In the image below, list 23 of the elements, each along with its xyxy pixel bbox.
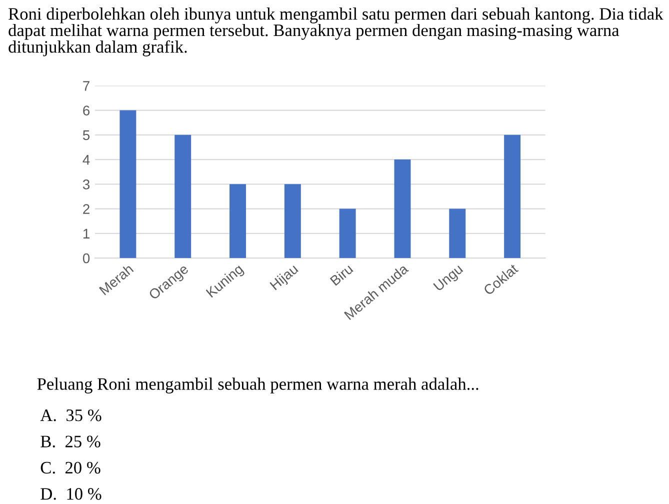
text: B. 25 % bbox=[40, 436, 100, 448]
y-tick-label: 2 bbox=[83, 204, 90, 214]
text: C. 20 % bbox=[40, 462, 100, 474]
bar bbox=[120, 110, 136, 258]
text: D. 10 % bbox=[40, 488, 102, 500]
bar bbox=[394, 160, 411, 258]
y-tick-label: 7 bbox=[83, 81, 90, 91]
bar bbox=[174, 134, 192, 258]
bar bbox=[339, 208, 356, 258]
bar bbox=[449, 208, 466, 258]
y-tick-label: 3 bbox=[82, 180, 90, 190]
bar bbox=[284, 184, 301, 258]
bar bbox=[230, 184, 246, 258]
y-tick-label: 5 bbox=[82, 130, 90, 140]
y-tick-label: 6 bbox=[83, 106, 90, 116]
bar bbox=[504, 134, 521, 258]
y-tick-label: 0 bbox=[82, 253, 90, 264]
x-tick-label: Biru bbox=[330, 264, 354, 286]
text: A. 35 % bbox=[40, 409, 102, 422]
y-tick-label: 1 bbox=[83, 228, 90, 238]
text: Peluang Roni mengambil sebuah permen warna merah adalah... bbox=[37, 378, 478, 394]
chart-title: Roni diperbolehkan oleh ibunya untuk mengambil satu permen dari sebuah kantong. Dia tidak dapat melihat warna permen tersebut. Banyaknya permen dengan masing-masing warna ditunjukkan dalam grafik. bbox=[8, 8, 664, 56]
y-tick-label: 4 bbox=[82, 155, 90, 165]
